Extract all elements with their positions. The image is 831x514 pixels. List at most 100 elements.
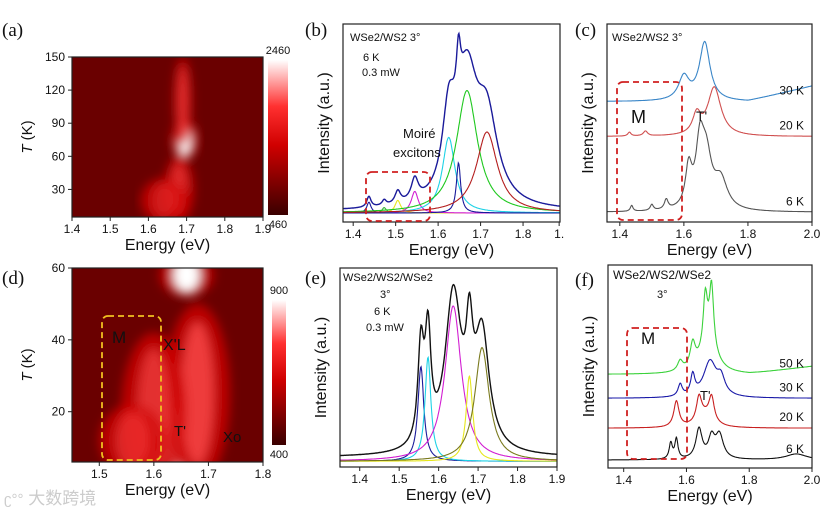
- series-measured: [340, 283, 557, 457]
- series-fit-1.71: [340, 346, 557, 462]
- series-label: 20 K: [779, 119, 804, 133]
- moire-region-label: M: [631, 107, 646, 127]
- series-50-k: [608, 279, 812, 375]
- y-axis-label: T (K): [19, 348, 36, 381]
- trion-label: T': [700, 388, 710, 403]
- heatmap-hotspot-core: [172, 268, 201, 293]
- plot-frame: [339, 267, 558, 468]
- temperature-label: 6 K: [374, 306, 391, 318]
- x-tick-label: 1.6: [430, 227, 447, 241]
- x-tick-label: 1.4: [351, 472, 368, 486]
- x-axis-label: Energy (eV): [125, 237, 210, 254]
- x-tick-label: 1.7: [472, 227, 489, 241]
- colorbar: [268, 60, 288, 215]
- x-tick-label: 1.9: [549, 472, 566, 486]
- x-tick-label: 1.5: [387, 227, 404, 241]
- y-tick-label: 30: [52, 182, 66, 196]
- x-tick-label: 1.6: [678, 473, 695, 487]
- twist-angle-label: 3°: [657, 289, 668, 301]
- x-tick-label: 1.7: [470, 472, 487, 486]
- sample-label: WSe2/WS2/WSe2: [613, 268, 711, 282]
- series-fit-1.573: [340, 355, 557, 462]
- temperature-label: 6 K: [363, 52, 380, 64]
- excitons-label: excitons: [393, 145, 441, 160]
- watermark: ʗ°° 大数跨境: [4, 484, 96, 509]
- series-measured: [343, 31, 560, 210]
- watermark-text: 大数跨境: [28, 489, 97, 508]
- x-tick-label: 1.8: [741, 473, 758, 487]
- plot-area: [340, 283, 557, 462]
- x-tick-label: 1.8: [255, 467, 272, 481]
- plot-frame: [71, 267, 264, 463]
- colorbar-min-label: 400: [270, 449, 288, 461]
- panel-d: [68, 267, 286, 466]
- y-axis-label: Intensity (a.u.): [580, 72, 597, 173]
- series-20-k: [607, 86, 812, 137]
- moire-label: Moiré: [403, 126, 436, 141]
- series-fit-1.555: [340, 365, 557, 462]
- moire-region-label: M: [641, 329, 655, 348]
- panel-label: (b): [305, 20, 327, 41]
- plot-frame: [71, 56, 264, 218]
- panel-b: [342, 23, 561, 226]
- series-30-k: [607, 40, 812, 102]
- plot-area: [72, 268, 263, 462]
- series-20-k: [608, 393, 812, 429]
- panel-c: [606, 23, 813, 226]
- plot-area: [72, 57, 263, 217]
- x-tick-label: 1.8: [515, 227, 532, 241]
- y-tick-label: 60: [52, 261, 66, 275]
- neutral-exciton-label: Xo: [223, 429, 241, 446]
- panel-a: [68, 56, 288, 221]
- y-axis-label: Intensity (a.u.): [581, 316, 598, 417]
- series-fit-1.545: [343, 190, 560, 214]
- plot-frame: [342, 23, 561, 223]
- x-tick-label: 1.5: [391, 472, 408, 486]
- dashed-region-box: [616, 81, 683, 221]
- heatmap-hotspot-core: [115, 411, 149, 462]
- series-fit-1.648: [343, 161, 560, 214]
- x-tick-label: 2.0: [804, 227, 821, 241]
- heatmap-hotspot-core: [181, 321, 214, 462]
- y-tick-label: 40: [52, 333, 66, 347]
- trion-label: T': [696, 108, 707, 124]
- series-fit-1.678: [340, 374, 557, 462]
- panel-label: (f): [575, 270, 594, 291]
- x-tick-label: 1.: [554, 227, 564, 241]
- panel-e: [339, 267, 558, 471]
- x-tick-label: 2.0: [804, 473, 821, 487]
- x-axis-label: Energy (eV): [406, 487, 491, 504]
- series-fit-1.715: [343, 131, 560, 213]
- x-tick-label: 1.6: [676, 227, 693, 241]
- colorbar-max-label: 900: [270, 285, 288, 297]
- panel-label: (a): [2, 20, 23, 41]
- x-tick-label: 1.6: [140, 222, 157, 236]
- x-tick-label: 1.8: [740, 227, 757, 241]
- x-tick-label: 1.4: [345, 227, 362, 241]
- series-label: 6 K: [786, 442, 804, 456]
- series-6-k: [608, 426, 812, 461]
- y-axis-label: T (K): [19, 120, 36, 153]
- trion-label: T': [174, 423, 186, 440]
- x-tick-label: 1.6: [430, 472, 447, 486]
- x-tick-label: 1.4: [615, 473, 632, 487]
- sample-label: WSe2/WS2 3°: [612, 32, 682, 44]
- panel-label: (e): [305, 268, 326, 289]
- x-tick-label: 1.8: [216, 222, 233, 236]
- series-fit-1.625: [343, 136, 560, 214]
- series-fit-1.668: [343, 90, 560, 213]
- x-tick-label: 1.6: [146, 467, 163, 481]
- panel-label: (d): [2, 268, 24, 289]
- panel-label: (c): [575, 20, 596, 41]
- dashed-region-box: [626, 327, 688, 460]
- heatmap-hotspot-core: [152, 182, 176, 217]
- series-6-k: [607, 119, 812, 213]
- power-label: 0.3 mW: [362, 67, 401, 79]
- series-label: 30 K: [779, 84, 804, 98]
- x-tick-label: 1.9: [255, 222, 272, 236]
- x-tick-label: 1.8: [509, 472, 526, 486]
- y-tick-label: 60: [52, 149, 66, 163]
- x-axis-label: Energy (eV): [409, 242, 494, 259]
